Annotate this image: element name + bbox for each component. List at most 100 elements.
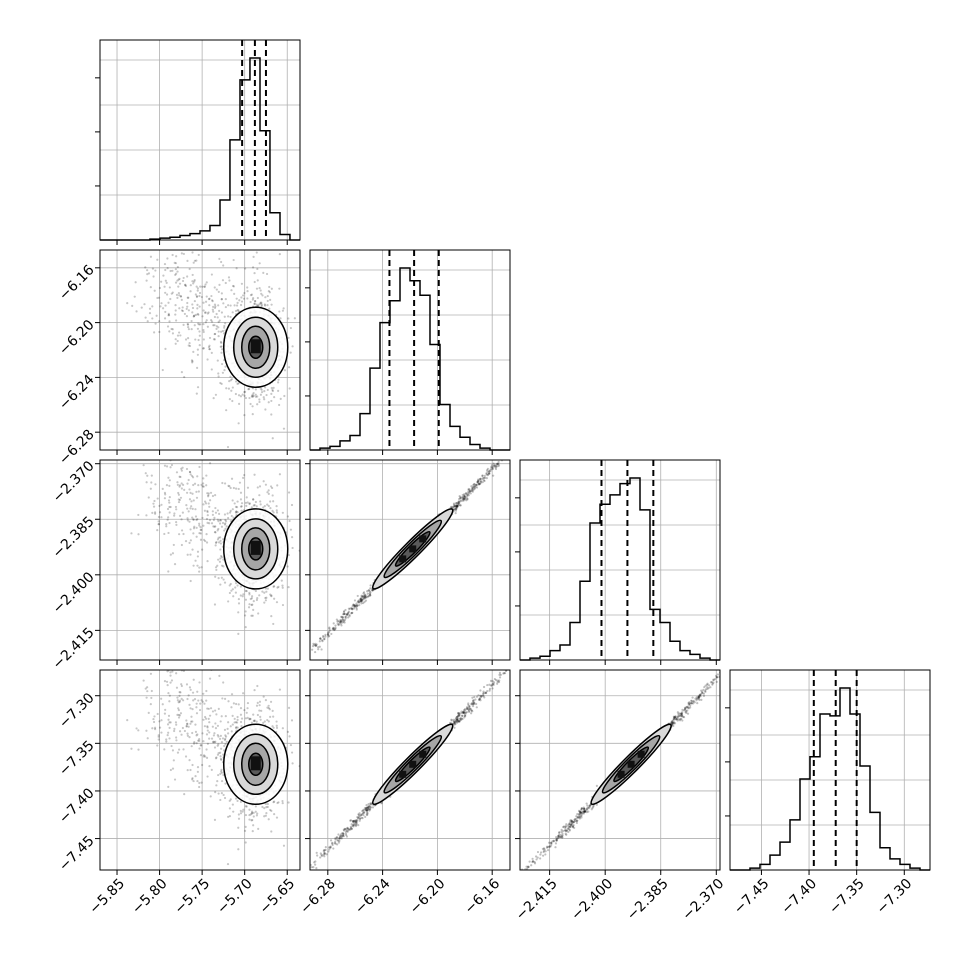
sample-point	[234, 726, 238, 730]
sample-point	[219, 720, 222, 723]
sample-point	[332, 627, 335, 630]
density-peak-cell	[399, 555, 407, 563]
sample-point	[254, 388, 257, 391]
sample-point	[472, 699, 475, 702]
sample-point	[345, 833, 348, 837]
sample-point	[167, 785, 170, 788]
sample-point	[467, 707, 470, 711]
sample-point	[150, 481, 153, 484]
sample-point	[492, 462, 495, 465]
sample-point	[250, 506, 253, 509]
sample-point	[232, 516, 235, 519]
sample-point	[364, 595, 367, 598]
sample-point	[183, 454, 185, 456]
sample-point	[177, 709, 180, 712]
sample-point	[198, 570, 201, 573]
sample-point	[180, 529, 184, 532]
sample-point	[197, 338, 200, 342]
sample-point	[248, 818, 251, 821]
sample-point	[194, 293, 197, 296]
sample-point	[262, 480, 265, 483]
sample-point	[180, 309, 184, 312]
sample-point	[216, 744, 219, 747]
sample-point	[232, 486, 235, 490]
sample-point	[179, 496, 183, 499]
sample-point	[507, 666, 509, 668]
sample-point	[460, 499, 463, 502]
sample-point	[270, 615, 273, 618]
sample-point	[324, 633, 327, 636]
sample-point	[497, 680, 501, 684]
sample-point	[456, 714, 460, 718]
sample-point	[188, 686, 192, 689]
sample-point	[340, 837, 343, 840]
sample-point	[181, 454, 183, 456]
sample-point	[251, 298, 254, 301]
sample-point	[302, 657, 304, 659]
sample-point	[210, 768, 213, 772]
sample-point	[457, 714, 460, 717]
sample-point	[202, 477, 205, 480]
sample-point	[192, 779, 195, 783]
sample-point	[354, 823, 357, 826]
sample-point	[203, 311, 207, 314]
sample-point	[271, 486, 274, 490]
sample-point	[180, 684, 183, 688]
sample-point	[479, 477, 482, 481]
sample-point	[473, 701, 476, 704]
sample-point	[340, 619, 343, 623]
sample-point	[213, 338, 216, 341]
sample-point	[251, 395, 254, 398]
sample-point	[357, 600, 360, 603]
sample-point	[328, 629, 332, 632]
sample-point	[186, 507, 189, 510]
sample-point	[130, 747, 133, 750]
sample-point	[179, 712, 183, 715]
sample-point	[326, 633, 330, 636]
sample-point	[176, 699, 179, 702]
sample-point	[357, 599, 360, 602]
sample-point	[314, 644, 317, 647]
sample-point	[205, 295, 208, 298]
sample-point	[198, 708, 202, 712]
sample-point	[166, 723, 170, 726]
sample-point	[332, 627, 335, 631]
sample-point	[559, 618, 561, 620]
sample-point	[236, 799, 239, 803]
sample-point	[494, 466, 497, 469]
sample-point	[266, 706, 269, 709]
sample-point	[468, 490, 471, 493]
sample-point	[516, 658, 518, 660]
sample-point	[168, 286, 171, 289]
sample-point	[176, 265, 179, 269]
sample-point	[249, 402, 252, 406]
sample-point	[456, 503, 459, 506]
sample-point	[178, 475, 181, 478]
sample-point	[163, 532, 166, 536]
sample-point	[208, 462, 212, 465]
sample-point	[351, 605, 354, 608]
sample-point	[219, 340, 223, 343]
sample-point	[155, 314, 158, 317]
sample-point	[168, 330, 171, 333]
sample-point	[523, 647, 525, 649]
sample-point	[283, 369, 287, 372]
sample-point	[157, 735, 160, 738]
sample-point	[479, 477, 482, 480]
sample-point	[193, 299, 196, 303]
sample-point	[340, 624, 343, 627]
sample-point	[156, 712, 159, 716]
sample-point	[270, 399, 273, 403]
sample-point	[451, 506, 454, 509]
sample-point	[220, 576, 223, 579]
sample-point	[269, 700, 273, 703]
sample-point	[158, 720, 161, 723]
sample-point	[361, 809, 364, 813]
sample-point	[202, 328, 205, 332]
sample-point	[167, 499, 171, 502]
sample-point	[260, 292, 263, 295]
sample-point	[230, 693, 234, 696]
sample-point	[223, 796, 227, 800]
sample-point	[185, 724, 188, 728]
sample-point	[209, 795, 212, 798]
